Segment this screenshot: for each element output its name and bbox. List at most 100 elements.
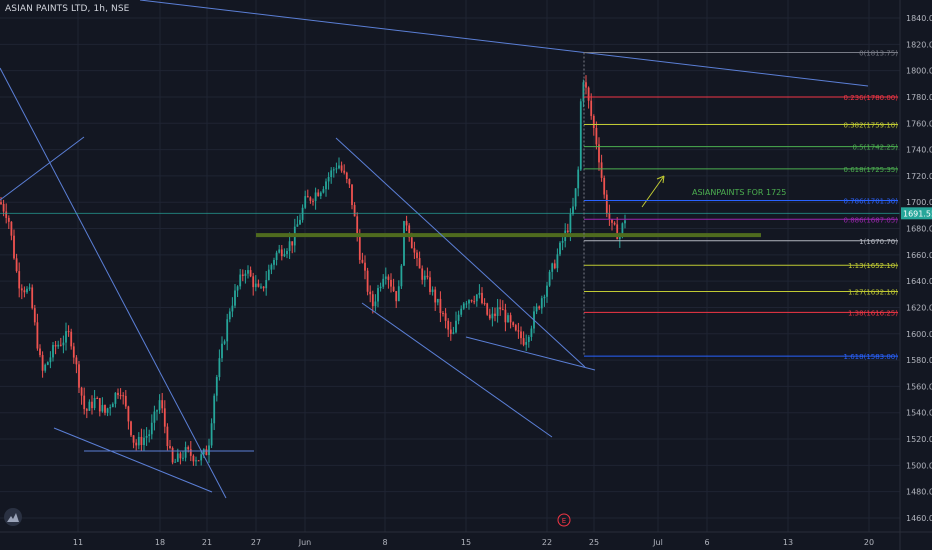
candle-body: [382, 278, 385, 287]
candle-body: [356, 216, 359, 237]
candle-body: [260, 286, 262, 288]
x-tick-label: 25: [589, 538, 599, 547]
candle-body: [366, 270, 369, 292]
candle-body: [405, 221, 408, 226]
candle-body: [166, 426, 169, 447]
candle-body: [439, 298, 442, 313]
earnings-marker-label: E: [562, 517, 566, 525]
candle-body: [449, 329, 452, 334]
candle-body: [23, 290, 26, 293]
price-axis[interactable]: 1460.00 1480.00 1500.00 1520.00 1540.00 1560.…: [899, 0, 932, 550]
y-tick-label: 1780.00: [906, 93, 932, 102]
candle-body: [179, 453, 182, 459]
candle-body: [218, 358, 221, 378]
candle-body: [582, 82, 585, 102]
candle-body: [621, 223, 624, 236]
candle-body: [189, 449, 192, 456]
candle-body: [62, 342, 65, 346]
candle-body: [556, 254, 559, 269]
candle-body: [130, 421, 132, 436]
candle-body: [501, 309, 504, 311]
candle-body: [408, 225, 411, 238]
candle-body: [65, 331, 67, 343]
candle-body: [317, 192, 320, 197]
candle-body: [111, 403, 114, 408]
candle-body: [140, 436, 143, 446]
fib-level-label: 0.236(1780.00): [844, 94, 899, 102]
candle-body: [348, 179, 351, 185]
candle-body: [20, 288, 23, 291]
fib-level-label: 0.382(1759.10): [844, 121, 899, 129]
candle-body: [215, 377, 218, 396]
candle-body: [0, 202, 2, 204]
candle-body: [171, 447, 174, 463]
x-tick-label: 13: [783, 538, 793, 547]
candle-body: [605, 194, 608, 214]
candle-body: [226, 319, 229, 342]
candle-body: [117, 392, 119, 396]
fibonacci-retracement: 0(1813.75) 0.236(1780.00) 0.382(1759.10) 0.…: [583, 50, 899, 361]
candle-body: [122, 395, 125, 397]
candle-body: [611, 219, 613, 223]
y-tick-label: 1700.00: [906, 198, 932, 207]
fib-level-label: 1.13(1652.10): [848, 262, 898, 270]
candle-body: [304, 196, 307, 208]
candle-body: [470, 300, 473, 302]
candle-body: [205, 449, 208, 456]
chart-title: ASIAN PAINTS LTD, 1h, NSE: [5, 4, 130, 14]
candle-body: [96, 397, 99, 399]
candle-body: [426, 275, 429, 278]
candle-body: [447, 320, 450, 330]
candle-body: [85, 409, 88, 411]
candle-body: [5, 211, 8, 218]
candle-body: [577, 169, 580, 189]
y-tick-label: 1560.00: [906, 382, 932, 391]
candle-body: [345, 172, 348, 180]
candle-body: [330, 170, 333, 178]
candle-body: [457, 314, 460, 321]
y-tick-label: 1760.00: [906, 119, 932, 128]
candle-body: [299, 219, 301, 225]
candle-body: [603, 177, 606, 195]
candle-body: [462, 303, 465, 309]
candle-body: [379, 286, 382, 289]
candle-body: [436, 298, 439, 303]
candle-body: [413, 248, 416, 253]
candle-body: [325, 181, 327, 190]
candle-body: [319, 192, 322, 197]
candle-body: [377, 288, 379, 302]
candle-body: [538, 306, 541, 309]
candle-body: [559, 242, 561, 255]
target-arrow: [641, 175, 665, 208]
earnings-marker[interactable]: E: [557, 513, 571, 527]
y-tick-label: 1500.00: [906, 461, 932, 470]
x-tick-label: Jun: [298, 538, 312, 547]
candle-body: [7, 217, 10, 222]
x-tick-label: Jul: [652, 538, 663, 547]
candle-body: [351, 184, 353, 206]
candle-body: [512, 322, 515, 326]
candle-body: [374, 301, 377, 307]
y-tick-label: 1740.00: [906, 146, 932, 155]
candle-body: [288, 241, 291, 251]
candle-body: [33, 308, 36, 323]
fib-level-label: 0(1813.75): [859, 50, 898, 58]
candle-body: [548, 271, 551, 286]
x-tick-label: 6: [704, 538, 709, 547]
trend-line: [0, 136, 85, 201]
candle-body: [231, 305, 234, 312]
x-tick-label: 20: [864, 538, 874, 547]
candle-body: [18, 271, 21, 289]
candle-body: [257, 283, 260, 287]
fib-level-label: 0.886(1687.05): [844, 216, 899, 224]
candle-body: [624, 220, 626, 224]
support-zone: [256, 233, 761, 238]
candle-body: [296, 224, 299, 227]
candle-body: [595, 127, 598, 145]
y-tick-label: 1480.00: [906, 488, 932, 497]
time-axis[interactable]: 11 18 21 27 Jun 8 15 22 25 Jul 6 13 20 E: [0, 513, 932, 547]
candle-body: [106, 408, 109, 413]
candle-body: [59, 344, 62, 346]
candle-body: [543, 296, 546, 299]
